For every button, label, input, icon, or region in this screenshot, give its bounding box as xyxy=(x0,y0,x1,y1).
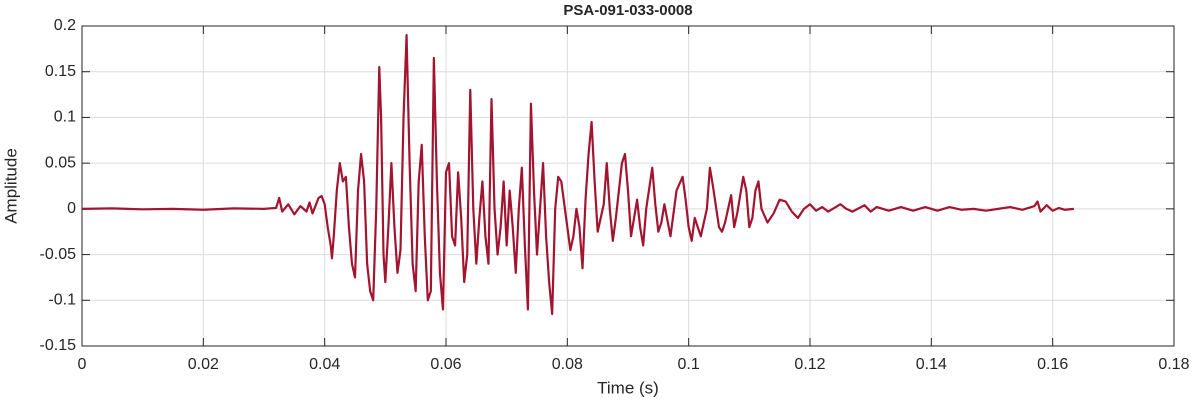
y-tick-label: 0.1 xyxy=(54,109,76,126)
x-tick-label: 0.08 xyxy=(552,356,583,373)
x-tick-label: 0.16 xyxy=(1037,356,1068,373)
y-tick-label: 0.15 xyxy=(45,63,76,80)
x-tick-label: 0.12 xyxy=(794,356,825,373)
plot-frame xyxy=(81,25,1175,347)
y-tick-label: -0.15 xyxy=(40,337,77,354)
y-tick-label: -0.1 xyxy=(48,292,76,309)
x-tick-label: 0.14 xyxy=(916,356,947,373)
x-tick-label: 0.06 xyxy=(430,356,461,373)
x-tick-label: 0.1 xyxy=(678,356,700,373)
x-tick-label: 0 xyxy=(78,356,87,373)
signal-line xyxy=(81,34,1075,316)
x-tick-label: 0.02 xyxy=(188,356,219,373)
y-tick-label: 0.05 xyxy=(45,154,76,171)
y-tick-label: -0.05 xyxy=(40,246,77,263)
x-tick-label: 0.18 xyxy=(1158,356,1189,373)
chart-title: PSA-091-033-0008 xyxy=(563,2,692,19)
y-tick-label: 0 xyxy=(67,200,76,217)
y-tick-label: 0.2 xyxy=(54,17,76,34)
y-axis-label: Amplitude xyxy=(1,148,20,224)
x-axis-label: Time (s) xyxy=(597,378,659,397)
x-tick-label: 0.04 xyxy=(309,356,340,373)
